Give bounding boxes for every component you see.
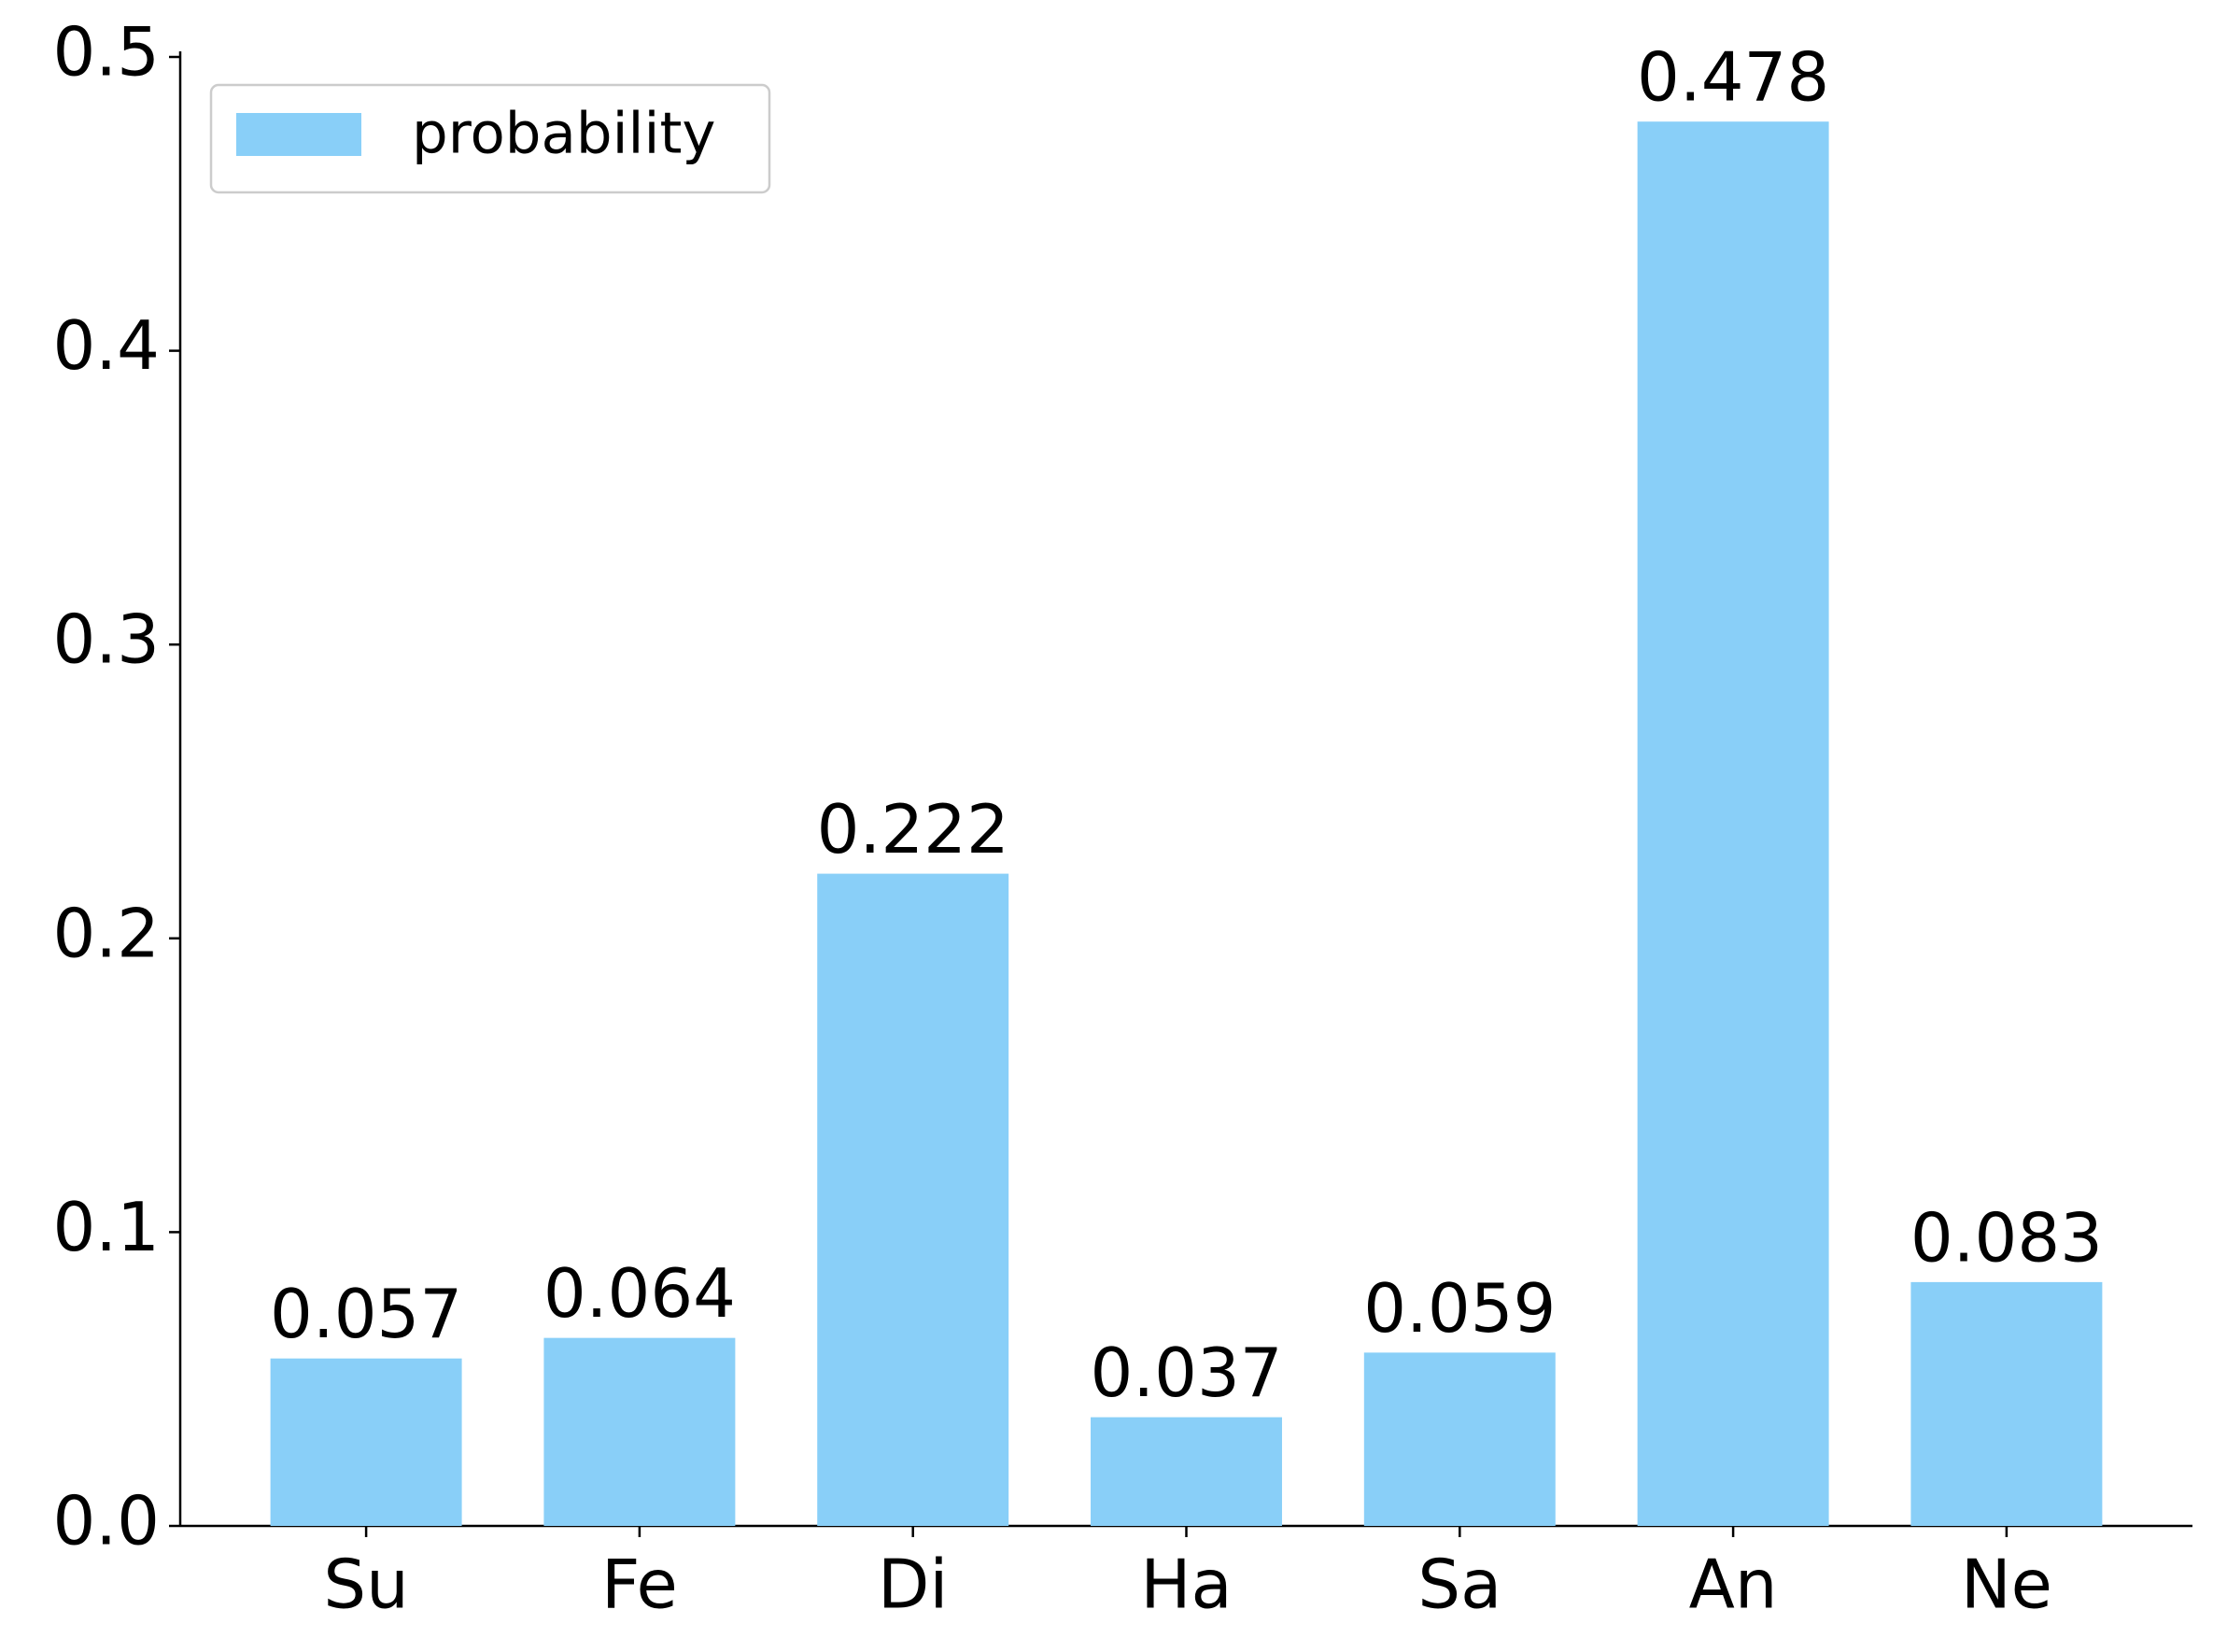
legend-box bbox=[209, 83, 771, 194]
y-tick-label: 0.2 bbox=[52, 894, 160, 972]
bar bbox=[1637, 121, 1829, 1526]
x-tick-label: An bbox=[1689, 1546, 1778, 1624]
value-label: 0.037 bbox=[1090, 1334, 1282, 1412]
y-tick-label: 0.3 bbox=[52, 600, 160, 679]
value-label: 0.057 bbox=[270, 1275, 462, 1353]
y-tick-label: 0.5 bbox=[52, 13, 160, 92]
value-label: 0.059 bbox=[1363, 1269, 1556, 1348]
bar bbox=[1091, 1417, 1282, 1526]
value-label: 0.064 bbox=[543, 1254, 736, 1333]
x-tick-label: Ne bbox=[1961, 1546, 2052, 1624]
bar bbox=[270, 1358, 462, 1526]
value-label: 0.083 bbox=[1910, 1198, 2103, 1277]
y-tick-label: 0.0 bbox=[52, 1482, 160, 1560]
bar bbox=[543, 1337, 736, 1526]
x-tick-label: Sa bbox=[1417, 1546, 1501, 1624]
bar bbox=[1363, 1352, 1556, 1526]
x-tick-label: Fe bbox=[601, 1546, 678, 1624]
x-tick-label: Su bbox=[323, 1546, 408, 1624]
bar bbox=[1910, 1281, 2103, 1526]
bar bbox=[817, 873, 1009, 1526]
legend-swatch bbox=[236, 113, 361, 156]
y-tick-label: 0.1 bbox=[52, 1188, 160, 1266]
x-tick-label: Ha bbox=[1140, 1546, 1232, 1624]
value-label: 0.222 bbox=[817, 790, 1009, 868]
value-label: 0.478 bbox=[1637, 38, 1829, 117]
legend-label: probability bbox=[412, 101, 715, 167]
x-tick-label: Di bbox=[878, 1546, 948, 1624]
y-tick-label: 0.4 bbox=[52, 306, 160, 385]
